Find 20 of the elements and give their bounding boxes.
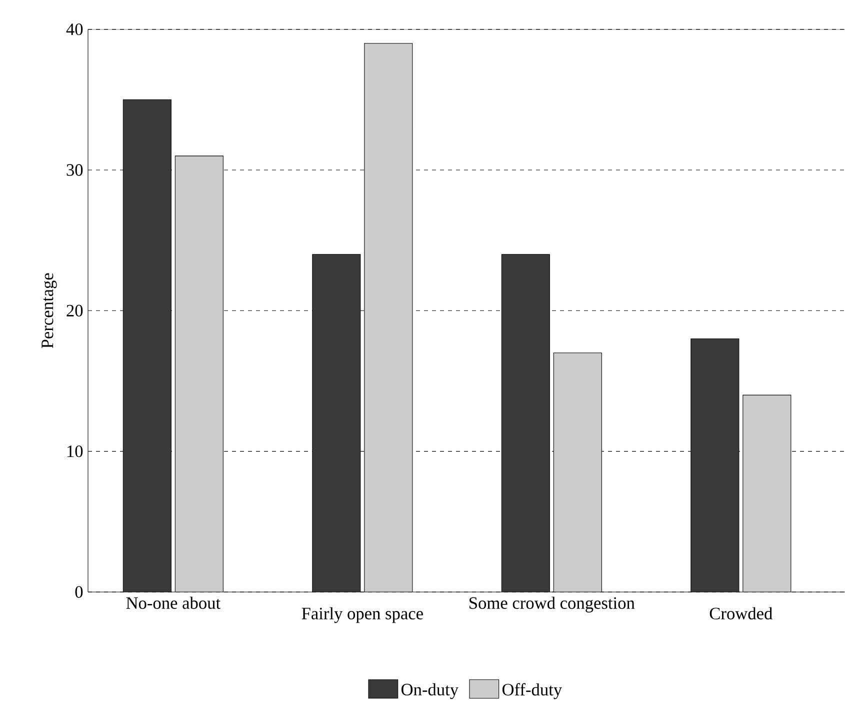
bar: [502, 254, 550, 592]
bar: [312, 254, 360, 592]
bar: [175, 156, 224, 592]
bar: [742, 394, 792, 592]
x-tick-label: No-one about: [126, 596, 220, 609]
legend-label: Off-duty: [502, 683, 562, 700]
y-tick-label: 30: [66, 164, 83, 176]
y-tick-label: 40: [66, 23, 83, 36]
bar: [364, 43, 412, 592]
y-tick-label: 20: [66, 304, 83, 316]
bar: [123, 100, 172, 592]
y-axis-title: Percentage: [42, 273, 57, 348]
bar: [690, 338, 740, 592]
x-tick-label: Fairly open space: [302, 607, 423, 623]
y-tick-label: 10: [67, 445, 83, 458]
bar: [554, 352, 602, 592]
x-tick-label: Crowded: [710, 607, 772, 620]
x-tick-label: Some crowd congestion: [470, 596, 635, 612]
legend-label: On-duty: [401, 683, 458, 700]
y-tick-label: 0: [75, 586, 83, 598]
